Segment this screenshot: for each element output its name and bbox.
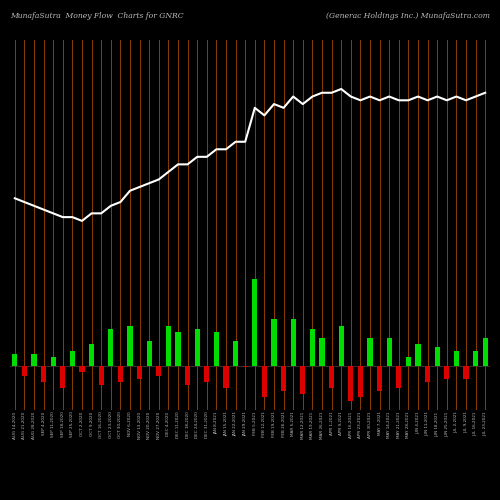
Bar — [156, 366, 162, 376]
Bar — [128, 326, 132, 366]
Bar — [224, 366, 228, 388]
Bar — [50, 357, 56, 366]
Bar — [98, 366, 104, 385]
Bar — [300, 366, 306, 394]
Bar — [434, 348, 440, 366]
Bar — [473, 350, 478, 366]
Bar — [386, 338, 392, 366]
Bar — [252, 278, 258, 366]
Bar — [454, 350, 459, 366]
Bar — [262, 366, 267, 398]
Bar — [482, 338, 488, 366]
Bar — [185, 366, 190, 385]
Bar — [396, 366, 402, 388]
Bar — [358, 366, 363, 398]
Bar — [176, 332, 180, 366]
Bar — [233, 341, 238, 366]
Bar — [425, 366, 430, 382]
Bar — [80, 366, 84, 372]
Bar — [12, 354, 18, 366]
Bar — [60, 366, 66, 388]
Text: (Generac Holdings Inc.) MunafaSutra.com: (Generac Holdings Inc.) MunafaSutra.com — [326, 12, 490, 20]
Bar — [320, 338, 324, 366]
Bar — [118, 366, 123, 382]
Bar — [329, 366, 334, 388]
Bar — [377, 366, 382, 391]
Bar — [166, 326, 171, 366]
Bar — [32, 354, 36, 366]
Bar — [310, 328, 315, 366]
Bar — [416, 344, 420, 366]
Bar — [146, 341, 152, 366]
Bar — [70, 350, 75, 366]
Bar — [22, 366, 27, 376]
Bar — [41, 366, 46, 382]
Bar — [444, 366, 450, 378]
Bar — [406, 357, 411, 366]
Bar — [242, 366, 248, 367]
Bar — [272, 320, 276, 366]
Bar — [204, 366, 210, 382]
Bar — [464, 366, 468, 378]
Bar — [194, 328, 200, 366]
Bar — [89, 344, 94, 366]
Bar — [348, 366, 354, 400]
Text: MunafaSutra  Money Flow  Charts for GNRC: MunafaSutra Money Flow Charts for GNRC — [10, 12, 184, 20]
Bar — [281, 366, 286, 391]
Bar — [108, 328, 114, 366]
Bar — [214, 332, 219, 366]
Bar — [368, 338, 372, 366]
Bar — [338, 326, 344, 366]
Bar — [137, 366, 142, 378]
Bar — [290, 320, 296, 366]
